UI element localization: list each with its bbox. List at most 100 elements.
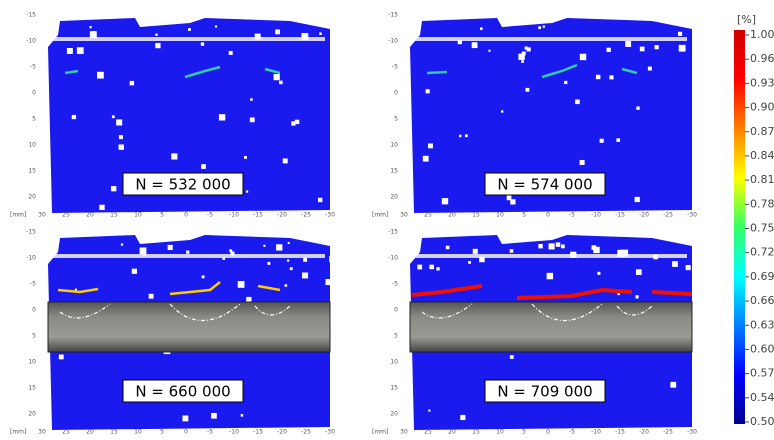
hole <box>119 135 123 139</box>
gap <box>45 254 325 258</box>
hole <box>201 42 204 45</box>
x-tick-label: 0 <box>546 429 550 436</box>
hole <box>591 245 596 250</box>
hole <box>636 106 639 109</box>
y-tick-label: 0 <box>32 90 36 97</box>
colorbar-tick-label: 0.81 <box>750 173 774 186</box>
panel-label: N = 660 000 <box>135 383 230 401</box>
hole <box>446 246 450 250</box>
x-tick-label: 0 <box>546 212 550 219</box>
hole <box>640 47 645 52</box>
y-tick-label: -15 <box>26 12 36 19</box>
hole <box>648 67 652 71</box>
x-tick-label: 25 <box>424 212 432 219</box>
hole <box>518 54 524 60</box>
hole <box>678 32 682 36</box>
hole <box>510 355 514 359</box>
hole <box>319 32 322 35</box>
x-tick-label: 5 <box>160 212 164 219</box>
x-tick-label: -30 <box>325 212 335 219</box>
x-tick-label: -15 <box>253 212 263 219</box>
hole <box>625 41 631 47</box>
hole <box>97 72 104 79</box>
hole <box>679 45 686 52</box>
hole <box>275 30 280 35</box>
hole <box>211 413 217 419</box>
y-tick-label: -10 <box>388 255 398 262</box>
x-tick-label: -5 <box>207 429 213 436</box>
hole <box>72 115 76 119</box>
colorbar-tick-label: 0.78 <box>750 197 774 210</box>
hole <box>130 81 134 85</box>
hole <box>538 244 542 248</box>
y-tick-label: 20 <box>28 194 36 201</box>
y-tick-label: -15 <box>26 229 36 236</box>
hole <box>246 190 248 192</box>
hole <box>263 245 265 247</box>
x-tick-label: -20 <box>639 212 649 219</box>
x-tick-label: 25 <box>62 212 70 219</box>
hole <box>288 242 290 244</box>
x-tick-label: 15 <box>110 429 118 436</box>
x-tick-label: 20 <box>86 429 94 436</box>
x-unit: [mm] <box>372 429 388 436</box>
x-tick-label: 0 <box>184 429 188 436</box>
hole <box>672 261 678 267</box>
hole <box>556 242 560 246</box>
hole <box>636 269 642 275</box>
y-tick-label: 15 <box>390 168 398 175</box>
hole <box>287 259 289 261</box>
y-tick-label: -15 <box>388 12 398 19</box>
hole <box>121 243 123 245</box>
colorbar-tick-label: 0.93 <box>750 76 774 89</box>
y-tick-label: -5 <box>30 281 36 288</box>
hole <box>119 144 124 149</box>
y-tick-label: -10 <box>26 255 36 262</box>
hole <box>510 249 514 253</box>
hole <box>616 138 620 142</box>
x-tick-label: 5 <box>522 429 526 436</box>
hole <box>246 297 251 302</box>
x-tick-label: -20 <box>277 212 287 219</box>
hole <box>171 153 177 159</box>
x-unit: [mm] <box>10 212 26 219</box>
hole <box>155 43 160 48</box>
gap <box>407 37 687 41</box>
hole <box>111 186 116 191</box>
y-tick-label: -15 <box>388 229 398 236</box>
x-tick-label: -10 <box>229 429 239 436</box>
y-tick-label: 20 <box>390 194 398 201</box>
hole <box>549 243 555 249</box>
hole <box>596 75 600 79</box>
hole <box>267 262 270 265</box>
hole <box>417 265 422 270</box>
hole <box>428 143 433 148</box>
hole <box>274 74 280 80</box>
hole <box>580 54 586 60</box>
hole <box>655 45 659 49</box>
hole <box>303 258 307 262</box>
x-tick-label: 30 <box>400 212 408 219</box>
y-tick-label: 10 <box>390 359 398 366</box>
y-tick-label: 10 <box>28 142 36 149</box>
hole <box>580 160 585 165</box>
hole <box>318 198 322 202</box>
x-tick-label: -15 <box>253 429 263 436</box>
colorbar-tick-label: 0.69 <box>750 270 774 283</box>
y-tick-label: -5 <box>30 64 36 71</box>
colorbar-tick-label: 0.90 <box>750 101 774 114</box>
x-tick-label: -15 <box>615 212 625 219</box>
x-tick-label: 30 <box>38 429 46 436</box>
y-tick-label: 0 <box>394 90 398 97</box>
hole <box>202 275 205 278</box>
hole <box>543 26 545 28</box>
y-tick-label: -5 <box>392 281 398 288</box>
hole <box>90 26 92 28</box>
y-tick-label: 15 <box>390 385 398 392</box>
x-tick-label: 30 <box>400 429 408 436</box>
hole <box>250 98 252 100</box>
hole <box>472 42 478 48</box>
x-tick-label: 15 <box>472 212 480 219</box>
hole <box>428 409 430 411</box>
hole <box>149 294 154 299</box>
